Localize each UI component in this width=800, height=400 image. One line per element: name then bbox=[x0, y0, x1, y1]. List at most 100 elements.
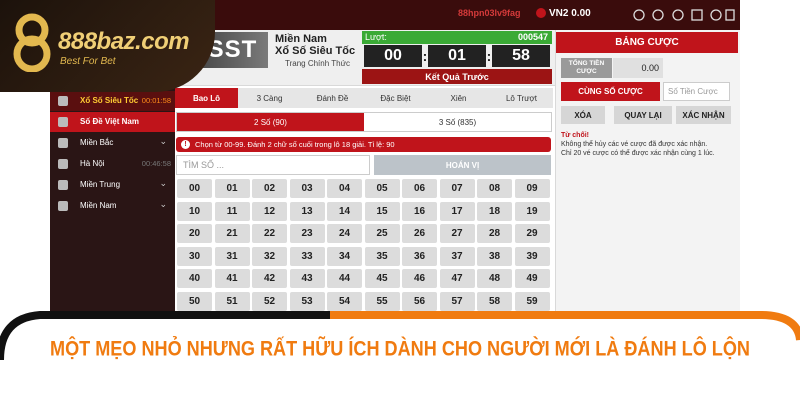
number-cell[interactable]: 44 bbox=[327, 269, 362, 288]
number-cell[interactable]: 34 bbox=[327, 246, 362, 266]
number-cell[interactable]: 45 bbox=[364, 269, 400, 288]
number-cell[interactable]: 20 bbox=[177, 224, 212, 243]
amount-input[interactable]: Số Tiền Cược bbox=[663, 82, 730, 101]
number-cell[interactable]: 24 bbox=[327, 224, 362, 243]
number-cell[interactable]: 27 bbox=[439, 224, 475, 243]
toolbar-icons[interactable] bbox=[630, 8, 735, 22]
number-cell[interactable]: 17 bbox=[439, 201, 475, 221]
sidebar-label: Xổ Số Siêu Tốc bbox=[80, 96, 139, 105]
number-cell[interactable]: 53 bbox=[289, 291, 325, 311]
number-cell[interactable]: 22 bbox=[252, 224, 287, 243]
number-cell[interactable]: 57 bbox=[439, 291, 475, 311]
tab[interactable]: Đặc Biệt bbox=[380, 93, 411, 103]
tab[interactable]: Xiên bbox=[450, 93, 467, 103]
number-cell[interactable]: 55 bbox=[364, 291, 400, 311]
number-cell[interactable]: 37 bbox=[439, 246, 475, 266]
timer-separator: : bbox=[486, 48, 492, 64]
sidebar-label: Miền Bắc bbox=[80, 138, 114, 147]
tab[interactable]: 3 Càng bbox=[256, 93, 283, 103]
sidebar-icon bbox=[58, 180, 68, 190]
number-cell[interactable]: 51 bbox=[214, 291, 250, 311]
number-cell[interactable]: 47 bbox=[439, 269, 475, 288]
tab-bar: Bao Lô 3 Càng Đánh Đề Đặc Biệt Xiên Lô Trượt bbox=[175, 88, 553, 108]
number-cell[interactable]: 56 bbox=[402, 291, 437, 311]
number-cell[interactable]: 10 bbox=[177, 201, 212, 221]
subtab[interactable]: 2 Số (90) bbox=[177, 113, 364, 131]
sidebar-item[interactable]: Miền Bắc ⌄ bbox=[50, 133, 175, 153]
number-cell[interactable]: 13 bbox=[289, 201, 325, 221]
number-cell[interactable]: 43 bbox=[289, 269, 325, 288]
tab[interactable]: Đánh Đề bbox=[316, 93, 349, 103]
number-cell[interactable]: 59 bbox=[514, 291, 550, 311]
sidebar-icon bbox=[58, 138, 68, 148]
number-cell[interactable]: 31 bbox=[214, 246, 250, 266]
subtitle: Trang Chính Thức bbox=[285, 59, 350, 68]
number-cell[interactable]: 54 bbox=[327, 291, 362, 311]
bet-button[interactable]: XÁC NHẬN bbox=[676, 106, 731, 124]
sidebar-label: Số Đề Việt Nam bbox=[80, 117, 139, 126]
flag-icon bbox=[536, 8, 546, 18]
info-text: Chọn từ 00-99. Đánh 2 chữ số cuối trong … bbox=[195, 140, 395, 149]
sidebar-item[interactable]: Miền Nam ⌄ bbox=[50, 196, 175, 216]
bet-button[interactable]: XÓA bbox=[561, 106, 605, 124]
number-cell[interactable]: 23 bbox=[289, 224, 325, 243]
number-cell[interactable]: 41 bbox=[214, 269, 250, 288]
number-cell[interactable]: 26 bbox=[402, 224, 437, 243]
tab[interactable]: Lô Trượt bbox=[505, 93, 538, 103]
bet-button[interactable]: QUAY LẠI bbox=[614, 106, 672, 124]
number-cell[interactable]: 07 bbox=[439, 179, 475, 198]
number-cell[interactable]: 38 bbox=[477, 246, 512, 266]
number-cell[interactable]: 19 bbox=[514, 201, 550, 221]
number-cell[interactable]: 04 bbox=[327, 179, 362, 198]
number-cell[interactable]: 52 bbox=[252, 291, 287, 311]
notice: Không thể hủy các vé cược đã được xác nh… bbox=[561, 140, 715, 158]
number-cell[interactable]: 03 bbox=[289, 179, 325, 198]
round-label: Lượt: bbox=[365, 32, 387, 42]
number-cell[interactable]: 25 bbox=[364, 224, 400, 243]
number-cell[interactable]: 12 bbox=[252, 201, 287, 221]
number-cell[interactable]: 39 bbox=[514, 246, 550, 266]
sidebar-item[interactable]: Xổ Số Siêu Tốc 00:01:58 bbox=[50, 91, 175, 111]
number-cell[interactable]: 50 bbox=[177, 291, 212, 311]
sidebar-label: Miền Trung bbox=[80, 180, 121, 189]
number-cell[interactable]: 48 bbox=[477, 269, 512, 288]
number-cell[interactable]: 06 bbox=[402, 179, 437, 198]
permute-button[interactable]: HOÁN VỊ bbox=[374, 155, 551, 175]
number-cell[interactable]: 58 bbox=[477, 291, 512, 311]
number-cell[interactable]: 29 bbox=[514, 224, 550, 243]
number-cell[interactable]: 01 bbox=[214, 179, 250, 198]
sidebar-item[interactable]: Miền Trung ⌄ bbox=[50, 175, 175, 195]
number-cell[interactable]: 46 bbox=[402, 269, 437, 288]
number-cell[interactable]: 42 bbox=[252, 269, 287, 288]
number-cell[interactable]: 28 bbox=[477, 224, 512, 243]
sidebar-timer: 00:01:58 bbox=[141, 96, 171, 105]
total-label: TỔNG TIỀN CƯỢC bbox=[561, 58, 612, 78]
number-cell[interactable]: 09 bbox=[514, 179, 550, 198]
number-cell[interactable]: 21 bbox=[214, 224, 250, 243]
sidebar-label: Hà Nội bbox=[80, 159, 105, 168]
number-cell[interactable]: 14 bbox=[327, 201, 362, 221]
number-cell[interactable]: 02 bbox=[252, 179, 287, 198]
same-bet-button[interactable]: CÙNG SỐ CƯỢC bbox=[561, 82, 660, 101]
number-cell[interactable]: 00 bbox=[177, 179, 212, 198]
number-cell[interactable]: 05 bbox=[364, 179, 400, 198]
tab[interactable]: Bao Lô bbox=[175, 88, 238, 108]
number-cell[interactable]: 32 bbox=[252, 246, 287, 266]
number-cell[interactable]: 49 bbox=[514, 269, 550, 288]
number-cell[interactable]: 16 bbox=[402, 201, 437, 221]
number-cell[interactable]: 11 bbox=[214, 201, 250, 221]
number-cell[interactable]: 36 bbox=[402, 246, 437, 266]
sidebar-item[interactable]: Số Đề Việt Nam bbox=[50, 112, 175, 132]
search-input[interactable]: TÌM SỐ ... bbox=[176, 155, 370, 175]
number-cell[interactable]: 18 bbox=[477, 201, 512, 221]
number-cell[interactable]: 15 bbox=[364, 201, 400, 221]
number-cell[interactable]: 40 bbox=[177, 269, 212, 288]
sidebar-icon bbox=[58, 117, 68, 127]
number-cell[interactable]: 30 bbox=[177, 246, 212, 266]
number-cell[interactable]: 33 bbox=[289, 246, 325, 266]
sidebar-item[interactable]: Hà Nội 00:46:58 bbox=[50, 154, 175, 174]
result-button[interactable]: Kết Quả Trước bbox=[362, 69, 552, 84]
number-cell[interactable]: 35 bbox=[364, 246, 400, 266]
subtab[interactable]: 3 Số (835) bbox=[364, 113, 551, 131]
number-cell[interactable]: 08 bbox=[477, 179, 512, 198]
